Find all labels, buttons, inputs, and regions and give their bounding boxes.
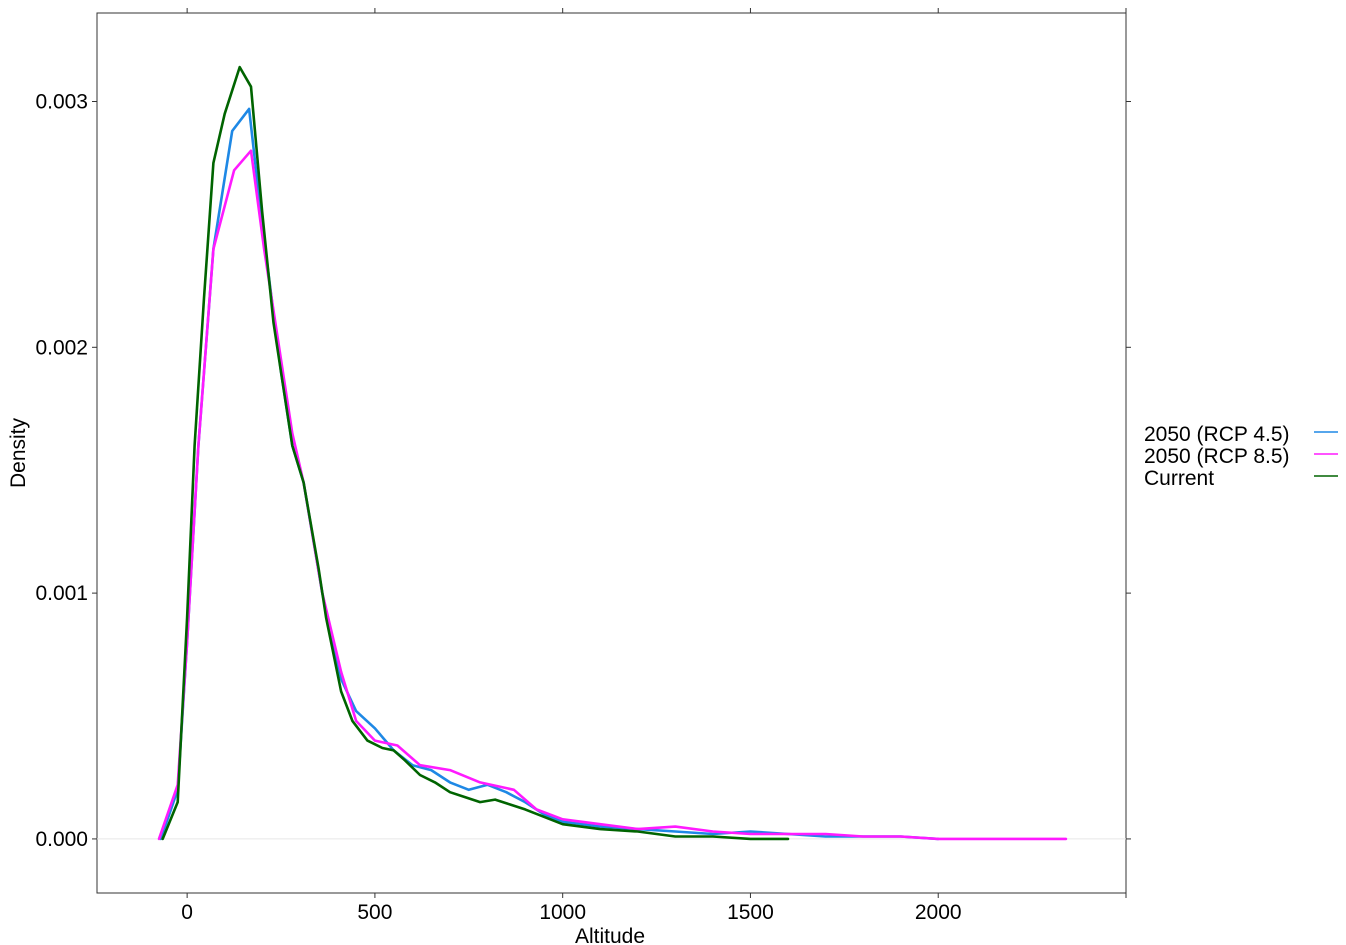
x-tick-label: 500 [357,901,392,924]
y-tick-label: 0.000 [35,828,88,851]
legend-label-2050-rcp-8-5: 2050 (RCP 8.5) [1144,445,1290,468]
y-tick-label: 0.003 [35,90,88,113]
x-axis-title: Altitude [575,925,645,945]
series-line-2050-rcp-8-5 [157,149,1068,841]
series-line-2050-rcp-4-5 [159,107,940,841]
plot-frame [96,12,1127,894]
series-line-current [161,65,790,841]
legend-label-current: Current [1144,467,1214,490]
x-tick-label: 2000 [915,901,962,924]
x-tick-label: 0 [181,901,193,924]
y-axis: 0.000 0.001 0.002 0.003 [35,90,1131,851]
x-axis: 0 500 1000 1500 2000 [181,8,1127,924]
series-lines [157,65,1068,841]
x-tick-label: 1500 [727,901,774,924]
x-tick-label: 1000 [539,901,586,924]
plot-border [96,12,1127,894]
y-tick-label: 0.001 [35,582,88,605]
y-axis-title: Density [7,417,30,488]
legend-label-2050-rcp-4-5: 2050 (RCP 4.5) [1144,423,1290,446]
legend: 2050 (RCP 4.5)2050 (RCP 8.5)Current [1144,423,1338,490]
y-tick-label: 0.002 [35,336,88,359]
